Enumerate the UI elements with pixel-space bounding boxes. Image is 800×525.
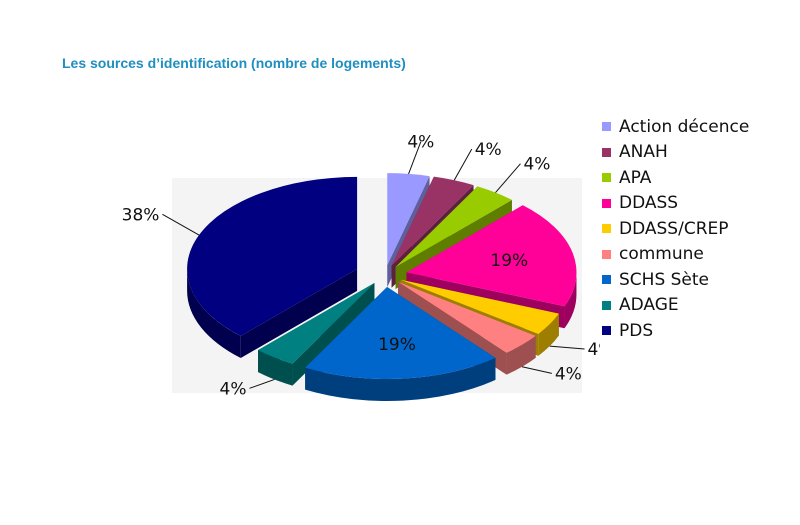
pie-slices xyxy=(187,173,577,402)
data-label: 19% xyxy=(378,335,416,355)
legend-item: commune xyxy=(602,242,749,268)
legend-item: ADAGE xyxy=(602,293,749,319)
leader-line xyxy=(521,366,552,374)
leader-line xyxy=(162,213,200,236)
legend-item: DDASS/CREP xyxy=(602,216,749,242)
legend-item: APA xyxy=(602,165,749,191)
legend-swatch xyxy=(602,224,611,234)
legend-swatch xyxy=(602,173,611,183)
legend-label: DDASS/CREP xyxy=(619,218,729,239)
pie-slice xyxy=(305,287,496,402)
data-label: 4% xyxy=(523,155,550,175)
legend-swatch xyxy=(602,198,611,208)
legend-swatch xyxy=(602,147,611,157)
pie-slice xyxy=(187,176,358,358)
legend-label: Action décence xyxy=(619,116,750,137)
legend-swatch xyxy=(602,122,611,132)
data-label: 38% xyxy=(122,205,160,225)
leader-line xyxy=(249,378,275,389)
pie-chart: 4% 4% 4% 19% 4% 4% 19% 4% 38% xyxy=(122,133,600,402)
legend-label: commune xyxy=(619,244,704,265)
legend-item: DDASS xyxy=(602,191,749,217)
data-label: 4% xyxy=(555,364,582,384)
data-label: 19% xyxy=(490,251,528,271)
leader-line xyxy=(408,141,422,175)
data-label: 4% xyxy=(407,133,434,153)
legend-item: PDS xyxy=(602,318,749,344)
data-label: 4% xyxy=(220,379,247,399)
legend-label: ADAGE xyxy=(619,295,679,316)
data-label: 4% xyxy=(588,340,600,360)
data-label: 4% xyxy=(475,140,502,160)
legend-item: Action décence xyxy=(602,114,749,140)
legend-item: SCHS Sète xyxy=(602,267,749,293)
legend-swatch xyxy=(602,275,611,285)
legend-swatch xyxy=(602,300,611,310)
legend-label: PDS xyxy=(619,320,654,341)
legend-label: SCHS Sète xyxy=(619,269,710,290)
leader-line xyxy=(549,345,585,350)
legend-label: DDASS xyxy=(619,193,679,214)
leader-line xyxy=(495,163,521,193)
data-labels: 4% 4% 4% 19% 4% 4% 19% 4% 38% xyxy=(122,133,600,400)
leader-line xyxy=(453,148,473,181)
legend-swatch xyxy=(602,249,611,259)
legend-swatch xyxy=(602,326,611,336)
legend: Action décence ANAH APA DDASS DDASS/CREP comm… xyxy=(602,114,749,344)
legend-item: ANAH xyxy=(602,140,749,166)
chart-title: Les sources d’identification (nombre de … xyxy=(62,55,406,71)
legend-label: APA xyxy=(619,167,652,188)
legend-label: ANAH xyxy=(619,142,668,163)
